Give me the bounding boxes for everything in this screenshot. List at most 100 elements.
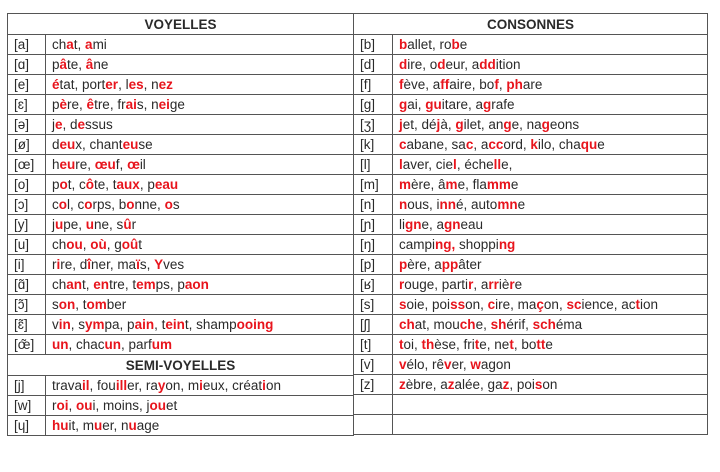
highlighted-grapheme: o xyxy=(164,197,173,212)
highlighted-grapheme: o xyxy=(84,197,93,212)
semi-vowel-row: [w] roi, oui, moins, jouet xyxy=(7,395,354,416)
highlighted-grapheme: s xyxy=(534,377,543,392)
highlighted-grapheme: f xyxy=(399,77,404,92)
highlighted-grapheme: r xyxy=(509,277,515,292)
example-words: chou, où, goût xyxy=(45,234,354,255)
vowel-row: [ɑ̃] chant, entre, temps, paon xyxy=(7,274,354,295)
phoneme-symbol: [ø] xyxy=(7,134,46,155)
example-words: laver, ciel, échelle, xyxy=(392,154,708,175)
highlighted-grapheme: er xyxy=(105,77,119,92)
vowel-row: [y] jupe, une, sûr xyxy=(7,214,354,235)
consonant-row: [ʒ] jet, déjà, gilet, ange, nageons xyxy=(353,114,708,135)
highlighted-grapheme: on xyxy=(58,297,76,312)
vowel-row: [a] chat, ami xyxy=(7,34,354,55)
phoneme-symbol: [œ̃] xyxy=(7,334,46,355)
highlighted-grapheme: ch xyxy=(459,317,476,332)
phoneme-symbol: [p] xyxy=(353,254,393,275)
highlighted-grapheme: ph xyxy=(506,77,523,92)
highlighted-grapheme: ez xyxy=(158,77,173,92)
phoneme-symbol: [ɥ] xyxy=(7,415,46,436)
highlighted-grapheme: ê xyxy=(86,97,95,112)
example-words: un, chacun, parfum xyxy=(45,334,354,355)
phoneme-symbol: [ʒ] xyxy=(353,114,393,135)
example-words: rouge, partir, arrière xyxy=(392,274,708,295)
highlighted-grapheme: ss xyxy=(450,297,466,312)
highlighted-grapheme: i xyxy=(262,378,266,393)
highlighted-grapheme: un xyxy=(52,337,69,352)
highlighted-grapheme: r xyxy=(468,277,474,292)
highlighted-grapheme: gn xyxy=(405,217,422,232)
highlighted-grapheme: l xyxy=(453,157,457,172)
phoneme-symbol: [k] xyxy=(353,134,393,155)
highlighted-grapheme: mn xyxy=(497,197,518,212)
highlighted-grapheme: t xyxy=(635,297,641,312)
highlighted-grapheme: û xyxy=(123,217,132,232)
vowel-row: [ɔ] col, corps, bonne, os xyxy=(7,194,354,215)
vowel-row: [e] état, porter, les, nez xyxy=(7,74,354,95)
phoneme-symbol: [ɛ̃] xyxy=(7,314,46,335)
highlighted-grapheme: k xyxy=(530,137,538,152)
example-words: son, tomber xyxy=(45,294,354,315)
highlighted-grapheme: gu xyxy=(425,97,442,112)
highlighted-grapheme: u xyxy=(55,217,64,232)
example-words: deux, chanteuse xyxy=(45,134,354,155)
example-words: fève, affaire, bof, phare xyxy=(392,74,708,95)
vowel-row: [ɛ] père, être, frais, neige xyxy=(7,94,354,115)
example-words: travail, fouiller, rayon, mieux, créatio… xyxy=(45,375,354,396)
highlighted-grapheme: es xyxy=(128,77,144,92)
phoneme-symbol: [ŋ] xyxy=(353,234,393,255)
highlighted-grapheme: ill xyxy=(115,378,128,393)
vowel-row: [ə] je, dessus xyxy=(7,114,354,135)
example-words: état, porter, les, nez xyxy=(45,74,354,95)
vowel-row: [ɔ̃] son, tomber xyxy=(7,294,354,315)
highlighted-grapheme: eu xyxy=(59,137,76,152)
highlighted-grapheme: m xyxy=(399,177,412,192)
highlighted-grapheme: g xyxy=(503,117,512,132)
example-words: chant, entre, temps, paon xyxy=(45,274,354,295)
phoneme-symbol: [f] xyxy=(353,74,393,95)
highlighted-grapheme: c xyxy=(487,297,496,312)
example-words: nous, inné, automne xyxy=(392,194,708,215)
highlighted-grapheme: hu xyxy=(52,418,69,433)
highlighted-grapheme: f xyxy=(494,77,499,92)
phoneme-symbol: [a] xyxy=(7,34,46,55)
highlighted-grapheme: d xyxy=(399,57,408,72)
highlighted-grapheme: eau xyxy=(154,177,179,192)
example-words: heure, œuf, œil xyxy=(45,154,354,175)
example-words xyxy=(392,414,708,435)
highlighted-grapheme: ou xyxy=(66,237,83,252)
highlighted-grapheme: ç xyxy=(536,297,544,312)
vowels-table: VOYELLES [a] chat, ami [ɑ] pâte, âne [e] état,… xyxy=(7,13,354,436)
semi-vowels-header-row: SEMI-VOYELLES xyxy=(7,354,354,376)
highlighted-grapheme: in xyxy=(58,317,71,332)
semi-vowel-row: [ɥ] huit, muer, nuage xyxy=(7,415,354,436)
example-words: jupe, une, sûr xyxy=(45,214,354,235)
example-words: mère, âme, flamme xyxy=(392,174,708,195)
vowel-row: [u] chou, où, goût xyxy=(7,234,354,255)
phoneme-symbol xyxy=(353,414,393,435)
highlighted-grapheme: w xyxy=(470,357,481,372)
example-words: vélo, rêver, wagon xyxy=(392,354,708,375)
example-words: col, corps, bonne, os xyxy=(45,194,354,215)
highlighted-grapheme: em xyxy=(136,277,156,292)
phoneme-symbol: [j] xyxy=(7,375,46,396)
vowels-title: VOYELLES xyxy=(7,13,354,35)
highlighted-grapheme: j xyxy=(436,117,441,132)
example-words: roi, oui, moins, jouet xyxy=(45,395,354,416)
example-words: zèbre, azalée, gaz, poison xyxy=(392,374,708,395)
consonants-table: CONSONNES [b] ballet, robe [d] dire, odeur, … xyxy=(353,13,708,435)
highlighted-grapheme: n xyxy=(399,197,408,212)
semi-vowels-title: SEMI-VOYELLES xyxy=(7,354,354,376)
highlighted-grapheme: o xyxy=(58,197,67,212)
highlighted-grapheme: j xyxy=(399,117,403,132)
highlighted-grapheme: ooing xyxy=(236,317,274,332)
example-words: camping, shopping xyxy=(392,234,708,255)
consonant-row: [m] mère, âme, flamme xyxy=(353,174,708,195)
highlighted-grapheme: b xyxy=(399,37,408,52)
consonant-row: [s] soie, poisson, cire, maçon, science, … xyxy=(353,294,708,315)
consonant-row: [g] gai, guitare, agrafe xyxy=(353,94,708,115)
example-words xyxy=(392,394,708,415)
consonants-header-row: CONSONNES xyxy=(353,13,708,35)
highlighted-grapheme: b xyxy=(451,37,460,52)
phoneme-symbol: [u] xyxy=(7,234,46,255)
